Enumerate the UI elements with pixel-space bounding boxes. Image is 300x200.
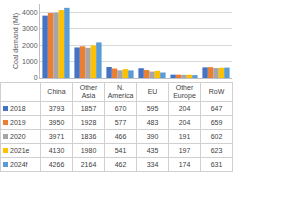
html-text:1836: 1836	[80, 132, 97, 140]
svg-text:2000: 2000	[22, 42, 38, 49]
html-text:3971: 3971	[48, 132, 65, 140]
html-text:4130: 4130	[48, 146, 65, 154]
html-text:670: 670	[114, 104, 127, 112]
html-text:1857: 1857	[80, 104, 97, 112]
html-text:390: 390	[146, 132, 159, 140]
html-text:334: 334	[146, 160, 159, 168]
svg-text:0: 0	[34, 74, 38, 81]
html-text:204: 204	[178, 104, 191, 112]
html-text:623: 623	[210, 146, 223, 154]
svg-text:4000: 4000	[22, 9, 38, 16]
svg-text:1000: 1000	[22, 58, 38, 65]
html-text:191: 191	[178, 132, 191, 140]
html-text:RoW: RoW	[208, 88, 225, 95]
html-text:EU: EU	[147, 88, 158, 95]
html-text:647: 647	[210, 104, 223, 112]
html-text:462: 462	[114, 160, 127, 168]
html-text:3793: 3793	[48, 104, 65, 112]
html-text:631: 631	[210, 160, 223, 168]
html-text:1980: 1980	[80, 146, 97, 154]
html-text:3950: 3950	[48, 118, 65, 126]
html-text:466: 466	[114, 132, 127, 140]
html-text:2021e: 2021e	[10, 146, 30, 154]
html-text:4266: 4266	[48, 160, 65, 168]
html-text:2019: 2019	[10, 118, 26, 126]
html-text:595: 595	[146, 104, 159, 112]
html-text:197: 197	[178, 146, 191, 154]
html-text:659: 659	[210, 118, 223, 126]
html-text:541: 541	[114, 146, 127, 154]
html-text:Other Europe: Other Europe	[173, 84, 196, 99]
svg-text:3000: 3000	[22, 25, 38, 32]
html-text:1928: 1928	[80, 118, 97, 126]
html-text:602: 602	[210, 132, 223, 140]
html-text:China: China	[47, 88, 66, 95]
html-text:2024f: 2024f	[10, 160, 28, 168]
svg-text:Coal demand (Mt): Coal demand (Mt)	[12, 13, 20, 69]
html-text:204: 204	[178, 118, 191, 126]
html-text:2164: 2164	[80, 160, 97, 168]
html-text:N. America: N. America	[107, 84, 134, 99]
html-text:435: 435	[146, 146, 159, 154]
html-text:577: 577	[114, 118, 127, 126]
html-text:174: 174	[178, 160, 191, 168]
html-text:2020: 2020	[10, 132, 26, 140]
html-text:Other Asia: Other Asia	[79, 84, 98, 99]
html-text:483: 483	[146, 118, 159, 126]
html-text:2018: 2018	[10, 104, 26, 112]
